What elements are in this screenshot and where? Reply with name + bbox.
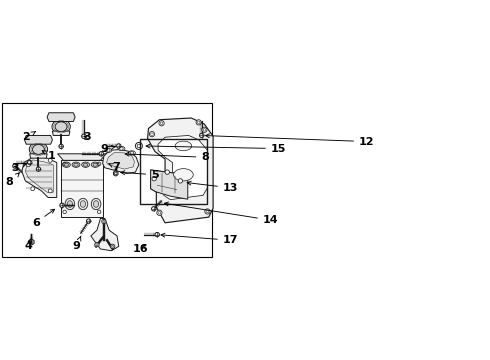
Polygon shape xyxy=(52,131,70,135)
Text: 17: 17 xyxy=(161,233,238,245)
Text: 8: 8 xyxy=(6,173,20,187)
Ellipse shape xyxy=(91,198,101,210)
Circle shape xyxy=(178,179,183,183)
Ellipse shape xyxy=(82,162,90,167)
Text: 13: 13 xyxy=(187,181,238,193)
Ellipse shape xyxy=(175,141,192,151)
Text: 7: 7 xyxy=(109,162,120,172)
Circle shape xyxy=(152,176,156,181)
Circle shape xyxy=(151,207,156,211)
Ellipse shape xyxy=(74,163,78,166)
Polygon shape xyxy=(150,170,183,194)
Text: 9: 9 xyxy=(73,236,81,251)
Circle shape xyxy=(48,158,52,162)
Ellipse shape xyxy=(83,163,88,166)
Text: 10: 10 xyxy=(0,359,1,360)
Circle shape xyxy=(159,121,164,126)
Ellipse shape xyxy=(72,162,80,167)
Text: 3: 3 xyxy=(11,163,26,173)
Polygon shape xyxy=(24,135,52,144)
Circle shape xyxy=(157,210,162,215)
Text: 11: 11 xyxy=(0,359,1,360)
Circle shape xyxy=(205,209,210,214)
Polygon shape xyxy=(29,239,34,245)
Circle shape xyxy=(95,242,99,247)
Ellipse shape xyxy=(65,198,74,210)
Polygon shape xyxy=(22,156,57,198)
Circle shape xyxy=(196,120,201,125)
Circle shape xyxy=(165,170,170,174)
Text: 14: 14 xyxy=(165,202,278,225)
Circle shape xyxy=(31,187,35,191)
Circle shape xyxy=(102,219,106,224)
Text: 12: 12 xyxy=(205,134,374,147)
Circle shape xyxy=(99,152,103,156)
Ellipse shape xyxy=(52,119,70,134)
Text: 6: 6 xyxy=(32,209,54,228)
Circle shape xyxy=(59,144,63,149)
Polygon shape xyxy=(158,135,207,200)
Text: 16: 16 xyxy=(133,244,148,254)
Polygon shape xyxy=(147,118,213,223)
Polygon shape xyxy=(47,113,75,121)
Text: 5: 5 xyxy=(121,170,159,180)
Ellipse shape xyxy=(94,201,98,207)
Polygon shape xyxy=(58,154,106,160)
Text: 4: 4 xyxy=(24,239,32,251)
Circle shape xyxy=(27,160,32,165)
Ellipse shape xyxy=(55,122,67,131)
Ellipse shape xyxy=(91,162,99,167)
Circle shape xyxy=(110,244,115,248)
Polygon shape xyxy=(25,160,53,192)
Circle shape xyxy=(135,143,143,149)
Ellipse shape xyxy=(93,163,98,166)
Circle shape xyxy=(36,167,41,171)
Ellipse shape xyxy=(80,201,86,207)
Circle shape xyxy=(112,245,114,247)
Circle shape xyxy=(199,133,204,138)
Circle shape xyxy=(202,127,207,132)
Circle shape xyxy=(103,220,105,222)
Text: 8: 8 xyxy=(125,152,209,162)
Text: 15: 15 xyxy=(146,144,286,154)
Polygon shape xyxy=(102,149,139,174)
Polygon shape xyxy=(150,170,188,199)
Circle shape xyxy=(82,134,86,139)
Polygon shape xyxy=(114,171,118,176)
Ellipse shape xyxy=(78,198,88,210)
Ellipse shape xyxy=(67,201,73,207)
Circle shape xyxy=(117,144,121,148)
Ellipse shape xyxy=(29,142,48,157)
Text: 1: 1 xyxy=(42,151,55,161)
Circle shape xyxy=(155,233,159,237)
Text: 9: 9 xyxy=(101,144,115,154)
Circle shape xyxy=(48,189,52,193)
Circle shape xyxy=(149,131,154,137)
Ellipse shape xyxy=(32,145,45,154)
Circle shape xyxy=(60,203,64,207)
Bar xyxy=(140,139,207,204)
Polygon shape xyxy=(106,153,134,169)
Polygon shape xyxy=(91,219,119,251)
Ellipse shape xyxy=(118,147,125,151)
Ellipse shape xyxy=(62,162,70,167)
Bar xyxy=(61,160,102,217)
Circle shape xyxy=(96,243,98,246)
Circle shape xyxy=(86,219,91,223)
Ellipse shape xyxy=(128,151,135,155)
Ellipse shape xyxy=(173,168,193,181)
Polygon shape xyxy=(30,154,47,158)
Ellipse shape xyxy=(64,163,69,166)
Text: 2: 2 xyxy=(23,132,35,142)
Text: 3: 3 xyxy=(83,132,91,142)
Ellipse shape xyxy=(105,148,112,153)
Circle shape xyxy=(13,164,17,168)
Circle shape xyxy=(26,163,30,167)
